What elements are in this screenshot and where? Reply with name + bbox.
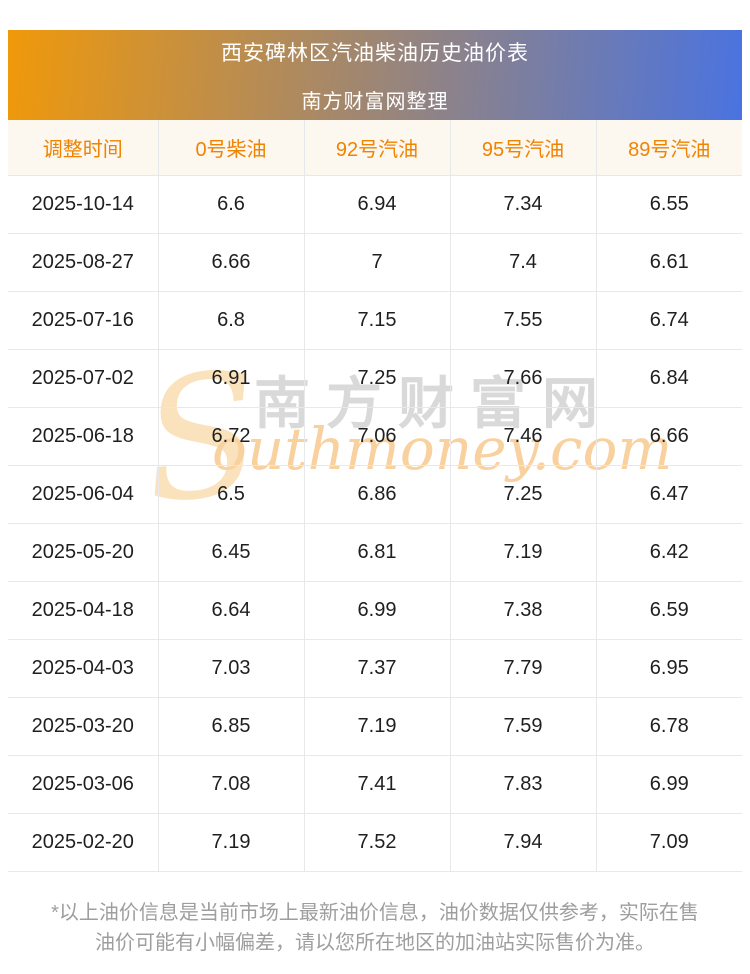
price-cell: 7.83 [449,755,596,814]
column-header: 0号柴油 [157,120,304,176]
table-row: 2025-08-27 6.66 7 7.4 6.61 [8,233,742,292]
price-cell: 7.41 [303,755,450,814]
column-header: 95号汽油 [449,120,596,176]
price-cell: 6.5 [157,465,304,524]
page-subtitle: 南方财富网整理 [301,90,449,113]
table-row: 2025-04-18 6.64 6.99 7.38 6.59 [8,581,742,640]
price-cell: 7.25 [449,465,596,524]
price-cell: 6.85 [157,697,304,756]
price-cell: 7.55 [449,291,596,350]
price-cell: 6.45 [157,523,304,582]
title-banner: 西安碑林区汽油柴油历史油价表 南方财富网整理 [8,30,742,120]
price-cell: 6.74 [595,291,742,350]
price-cell: 6.6 [157,175,304,234]
table-row: 2025-03-20 6.85 7.19 7.59 6.78 [8,697,742,756]
price-cell: 7.37 [303,639,450,698]
price-cell: 6.99 [595,755,742,814]
table-row: 2025-03-06 7.08 7.41 7.83 6.99 [8,755,742,814]
price-cell: 7 [303,233,450,292]
disclaimer-line-2: 油价可能有小幅偏差，请以您所在地区的加油站实际售价为准。 [95,932,655,954]
fuel-price-table: 调整时间 0号柴油 92号汽油 95号汽油 89号汽油 2025-10-14 6.6 6.9… [8,120,742,872]
price-cell: 7.52 [303,813,450,872]
price-cell: 7.66 [449,349,596,408]
price-cell: 7.34 [449,175,596,234]
price-cell: 6.66 [157,233,304,292]
price-cell: 6.66 [595,407,742,466]
price-cell: 7.94 [449,813,596,872]
price-cell: 7.46 [449,407,596,466]
disclaimer: *以上油价信息是当前市场上最新油价信息，油价数据仅供参考，实际在售 油价可能有小… [6,898,744,958]
date-cell: 2025-04-03 [8,639,158,698]
date-cell: 2025-02-20 [8,813,158,872]
price-cell: 6.42 [595,523,742,582]
disclaimer-line-1: *以上油价信息是当前市场上最新油价信息，油价数据仅供参考，实际在售 [51,902,699,924]
table-row: 2025-05-20 6.45 6.81 7.19 6.42 [8,523,742,582]
price-cell: 6.86 [303,465,450,524]
date-cell: 2025-03-20 [8,697,158,756]
table-row: 2025-02-20 7.19 7.52 7.94 7.09 [8,813,742,872]
price-cell: 7.08 [157,755,304,814]
price-cell: 6.64 [157,581,304,640]
price-cell: 7.09 [595,813,742,872]
price-cell: 7.59 [449,697,596,756]
price-cell: 6.72 [157,407,304,466]
price-cell: 7.03 [157,639,304,698]
price-cell: 7.06 [303,407,450,466]
price-cell: 7.4 [449,233,596,292]
date-cell: 2025-05-20 [8,523,158,582]
table-body: 2025-10-14 6.6 6.94 7.34 6.55 2025-08-27 6.66 7… [8,175,742,872]
table-header: 调整时间 0号柴油 92号汽油 95号汽油 89号汽油 [8,120,742,176]
date-cell: 2025-04-18 [8,581,158,640]
table-row: 2025-06-18 6.72 7.06 7.46 6.66 [8,407,742,466]
price-cell: 6.99 [303,581,450,640]
price-cell: 7.79 [449,639,596,698]
price-cell: 6.78 [595,697,742,756]
page: 西安碑林区汽油柴油历史油价表 南方财富网整理 S 南方财富网 outhmoney… [0,30,750,958]
page-title: 西安碑林区汽油柴油历史油价表 [221,41,529,65]
date-cell: 2025-07-16 [8,291,158,350]
table-row: 2025-06-04 6.5 6.86 7.25 6.47 [8,465,742,524]
date-cell: 2025-06-04 [8,465,158,524]
date-cell: 2025-10-14 [8,175,158,234]
table-row: 2025-07-02 6.91 7.25 7.66 6.84 [8,349,742,408]
table-row: 2025-04-03 7.03 7.37 7.79 6.95 [8,639,742,698]
date-cell: 2025-08-27 [8,233,158,292]
date-cell: 2025-06-18 [8,407,158,466]
price-cell: 7.38 [449,581,596,640]
price-cell: 6.8 [157,291,304,350]
price-cell: 7.15 [303,291,450,350]
price-cell: 6.47 [595,465,742,524]
price-cell: 7.19 [157,813,304,872]
column-header: 92号汽油 [303,120,450,176]
price-cell: 6.94 [303,175,450,234]
price-cell: 6.91 [157,349,304,408]
price-cell: 6.81 [303,523,450,582]
price-cell: 6.61 [595,233,742,292]
price-cell: 7.19 [303,697,450,756]
column-header: 89号汽油 [595,120,742,176]
price-cell: 7.19 [449,523,596,582]
table-row: 2025-07-16 6.8 7.15 7.55 6.74 [8,291,742,350]
date-cell: 2025-07-02 [8,349,158,408]
price-table-wrapper: S 南方财富网 outhmoney.com 调整时间 0号柴油 92号汽油 95号汽油… [8,120,742,872]
price-cell: 6.84 [595,349,742,408]
price-cell: 6.55 [595,175,742,234]
price-cell: 7.25 [303,349,450,408]
price-cell: 6.59 [595,581,742,640]
column-header: 调整时间 [8,120,158,176]
date-cell: 2025-03-06 [8,755,158,814]
price-cell: 6.95 [595,639,742,698]
table-row: 2025-10-14 6.6 6.94 7.34 6.55 [8,175,742,234]
header-row: 调整时间 0号柴油 92号汽油 95号汽油 89号汽油 [8,120,742,176]
